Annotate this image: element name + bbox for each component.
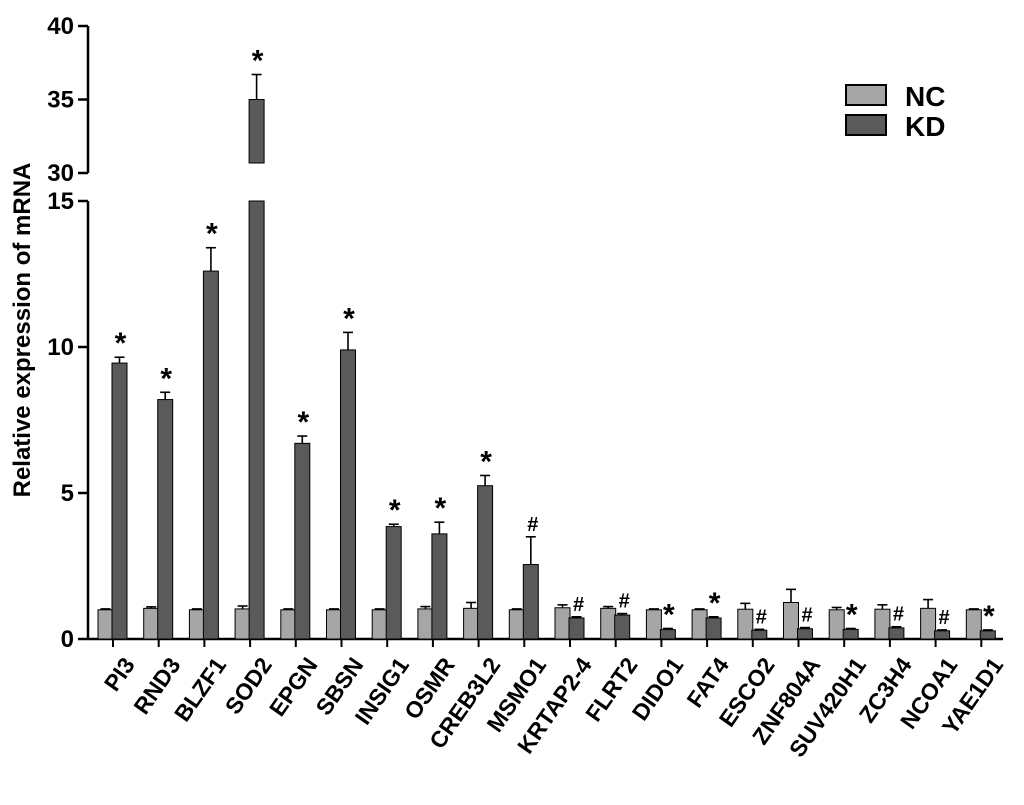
category-label: EPGN (264, 653, 323, 721)
bar-nc (554, 607, 571, 640)
bar-nc (97, 609, 114, 640)
bar-nc (965, 609, 982, 640)
bar-nc (463, 607, 480, 640)
bar-nc (874, 608, 891, 640)
legend: NC KD (845, 81, 945, 142)
significance-marker: * (663, 598, 675, 631)
bar-kd (157, 399, 174, 640)
significance-marker: * (480, 445, 492, 478)
y-tick-label: 0 (61, 626, 74, 653)
y-tick-label: 5 (61, 480, 74, 507)
significance-marker: * (343, 302, 355, 335)
legend-swatch-kd (845, 114, 887, 136)
legend-label-kd: KD (905, 111, 945, 142)
bar-kd (751, 629, 768, 640)
significance-marker: # (801, 605, 812, 627)
bar-kd (568, 617, 585, 640)
bar-kd (614, 614, 631, 640)
y-tick-label: 10 (47, 334, 74, 361)
bar-kd-lower (248, 200, 265, 640)
significance-marker: * (115, 327, 127, 360)
significance-marker: * (206, 218, 218, 251)
bar-kd (294, 442, 311, 640)
bar-nc (234, 608, 251, 640)
bar-kd (111, 362, 128, 640)
bar-nc (326, 609, 342, 640)
significance-marker: * (435, 492, 447, 525)
bar-nc (371, 609, 388, 640)
significance-marker: * (297, 406, 309, 439)
bar-nc (188, 609, 205, 640)
y-tick-label: 40 (47, 13, 74, 40)
bar-kd (705, 617, 722, 640)
bar-nc (417, 608, 434, 640)
significance-marker: # (939, 607, 950, 629)
bar-kd (797, 628, 813, 640)
significance-marker: # (893, 604, 904, 626)
bar-nc (691, 609, 708, 640)
bar-kd (934, 630, 951, 640)
bar-nc (280, 609, 297, 640)
bar-nc (508, 609, 525, 640)
legend-swatch-nc (845, 84, 887, 106)
bar-nc (645, 609, 662, 640)
bars: * * * * * * * * * # # # * * # # * # # * (97, 45, 996, 640)
bar-kd (385, 526, 402, 640)
y-axis-label: Relative expression of mRNA (9, 163, 36, 498)
bar-nc (143, 607, 160, 640)
bar-kd (888, 627, 905, 640)
bar-nc (920, 607, 937, 640)
bar-kd (431, 533, 448, 640)
legend-label-nc: NC (905, 81, 945, 112)
bar-kd (202, 270, 219, 640)
significance-marker: # (527, 514, 538, 536)
significance-marker: * (389, 494, 401, 527)
significance-marker: * (983, 600, 995, 633)
category-labels: PI3RND3BLZF1SOD2EPGNSBSNINSIG1OSMRCREB3L… (99, 652, 1009, 761)
y-tick-label: 30 (47, 160, 74, 187)
significance-marker: # (756, 606, 767, 628)
bar-kd (522, 564, 539, 640)
bar-nc (600, 607, 617, 640)
significance-marker: * (846, 598, 858, 631)
bar-kd (477, 485, 494, 640)
significance-marker: # (619, 591, 630, 613)
bar-nc (828, 609, 845, 640)
category-label: PI3 (99, 653, 140, 696)
significance-marker: # (573, 594, 584, 616)
significance-marker: * (709, 587, 721, 620)
bar-nc (783, 602, 799, 640)
bar-kd-upper (248, 99, 265, 164)
y-tick-label: 35 (47, 87, 74, 114)
y-tick-label: 15 (47, 188, 74, 215)
bar-kd (340, 349, 356, 640)
significance-marker: * (160, 362, 172, 395)
significance-marker: * (252, 45, 264, 78)
bar-nc (737, 608, 754, 640)
